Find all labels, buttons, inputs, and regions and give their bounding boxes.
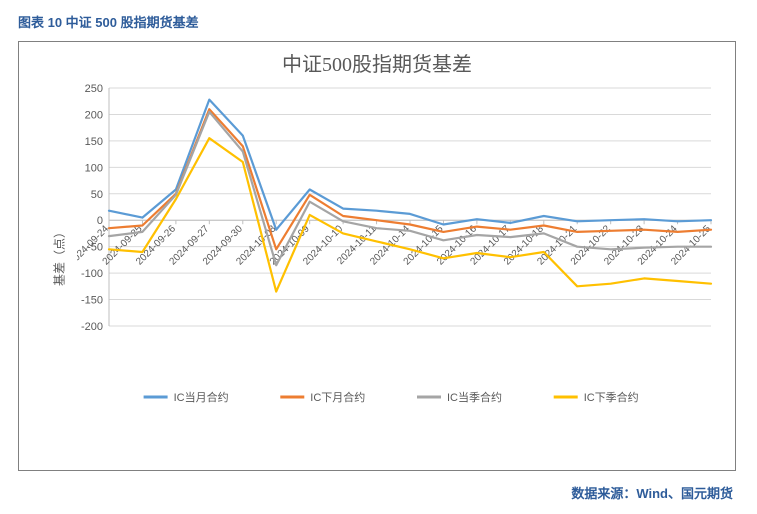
svg-text:-150: -150 <box>81 295 103 307</box>
data-source: 数据来源：Wind、国元期货 <box>18 483 739 502</box>
svg-text:250: 250 <box>85 83 103 95</box>
y-axis-label: 基差（点） <box>51 226 68 286</box>
svg-text:100: 100 <box>85 162 103 174</box>
legend-label: IC当季合约 <box>447 390 502 404</box>
series-line <box>109 100 711 230</box>
chart-title: 中证500股指期货基差 <box>19 42 735 77</box>
svg-text:150: 150 <box>85 136 103 148</box>
svg-text:-200: -200 <box>81 321 103 333</box>
legend-label: IC当月合约 <box>174 390 229 404</box>
svg-text:-100: -100 <box>81 268 103 280</box>
plot-area: -200-150-100-500501001502002502024-09-24… <box>77 82 717 412</box>
legend-label: IC下季合约 <box>584 390 639 404</box>
svg-text:200: 200 <box>85 109 103 121</box>
figure-caption: 图表 10 中证 500 股指期货基差 <box>18 12 739 31</box>
legend-label: IC下月合约 <box>310 390 365 404</box>
chart-container: 中证500股指期货基差 基差（点） -200-150-100-500501001… <box>18 41 736 471</box>
svg-text:50: 50 <box>91 189 103 201</box>
chart-svg: -200-150-100-500501001502002502024-09-24… <box>77 82 717 412</box>
legend: IC当月合约 IC下月合约 IC当季合约 IC下季合约 <box>144 390 639 404</box>
